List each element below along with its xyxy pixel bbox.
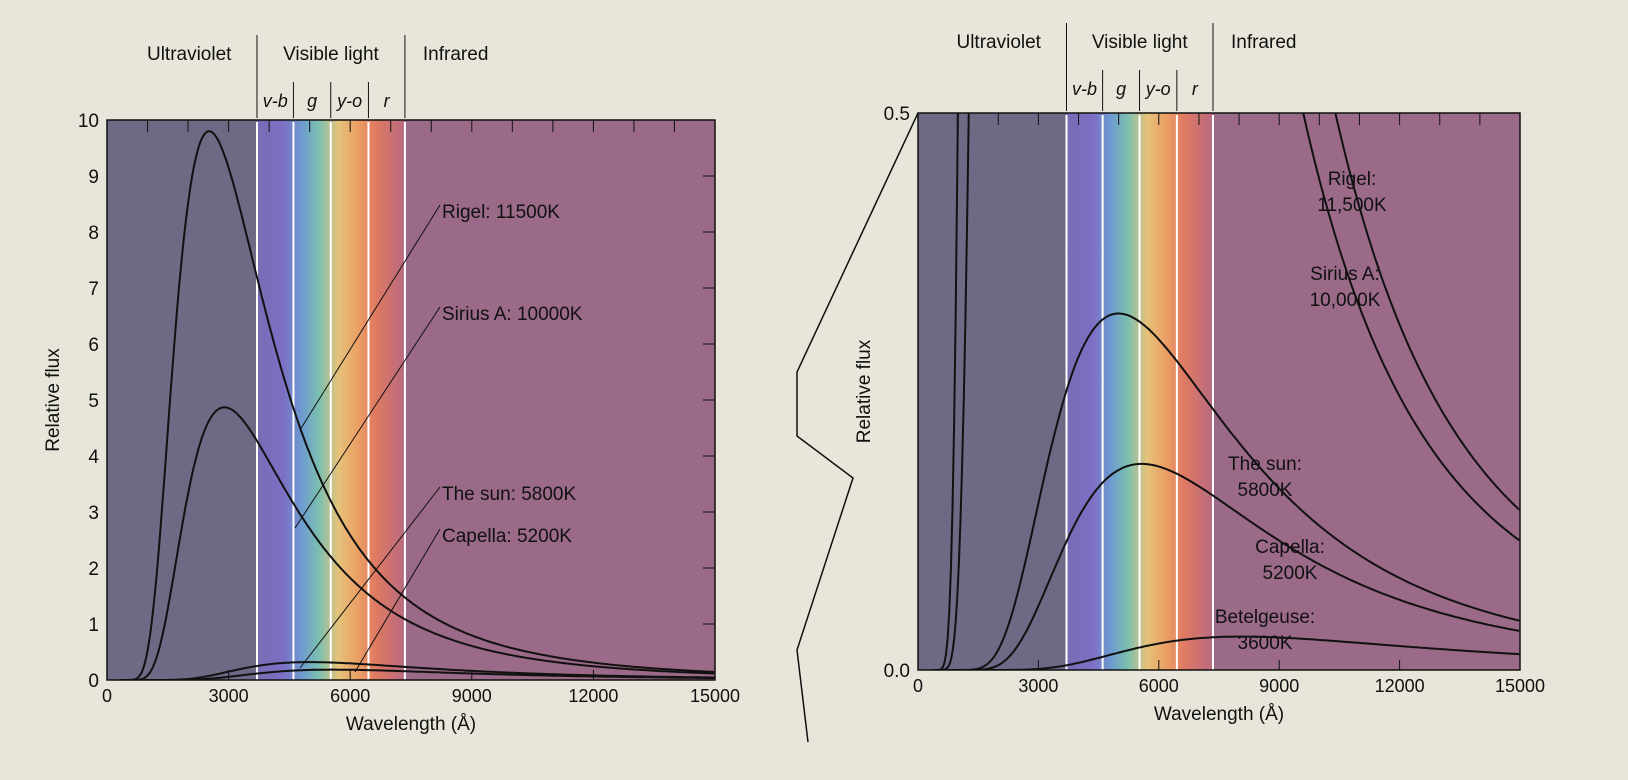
x-tick-label: 12000 xyxy=(1375,676,1425,696)
region-label: Infrared xyxy=(423,44,488,65)
y-axis-label: Relative flux xyxy=(854,339,875,443)
y-tick-label: 3 xyxy=(88,503,99,524)
x-axis-label: Wavelength (Å) xyxy=(346,714,476,735)
x-tick-label: 15000 xyxy=(1495,676,1545,696)
y-tick-label: 5 xyxy=(88,391,99,412)
region-label: Visible light xyxy=(1092,32,1188,53)
x-tick-label: 0 xyxy=(102,686,112,706)
series-label: Betelgeuse: xyxy=(1215,607,1315,628)
chart-2: Ultraviolet Visible light Infrared v-b g y-o r… xyxy=(854,23,1545,725)
band-label: g xyxy=(1116,79,1126,99)
series-line xyxy=(930,113,1520,670)
series-label: Capella: 5200K xyxy=(442,526,572,547)
chart-1: Ultraviolet Visible light Infrared v-b g y-o r… xyxy=(43,35,740,735)
x-tick-label: 3000 xyxy=(1018,676,1058,696)
series-label: Capella: xyxy=(1255,537,1325,558)
series-label-temp: 5800K xyxy=(1238,480,1293,501)
series-label: The sun: 5800K xyxy=(442,484,576,505)
x-tick-label: 9000 xyxy=(1259,676,1299,696)
x-tick-label: 3000 xyxy=(209,686,249,706)
series-line xyxy=(930,113,1520,670)
y-tick-label: 4 xyxy=(88,447,99,468)
series-label: The sun: xyxy=(1228,454,1302,475)
leader-line xyxy=(294,306,441,529)
series-label-temp: 5200K xyxy=(1263,563,1318,584)
infrared-region xyxy=(1212,113,1520,670)
x-axis-label: Wavelength (Å) xyxy=(1154,704,1284,725)
series-label: Rigel: xyxy=(1328,169,1377,190)
band-label: y-o xyxy=(1144,79,1171,99)
region-label: Ultraviolet xyxy=(956,32,1041,53)
y-tick-label: 6 xyxy=(88,335,99,356)
zoom-wedge xyxy=(796,112,919,743)
y-axis-label: Relative flux xyxy=(43,348,64,452)
region-label: Ultraviolet xyxy=(147,44,232,65)
y-tick-label: 7 xyxy=(88,279,99,300)
band-label: r xyxy=(1192,79,1199,99)
series-label: Sirius A: 10000K xyxy=(442,304,583,325)
region-label: Infrared xyxy=(1231,32,1296,53)
y-tick-label: 0 xyxy=(88,671,99,692)
band-label: g xyxy=(307,91,317,111)
x-tick-label: 6000 xyxy=(330,686,370,706)
series-line xyxy=(119,130,715,680)
ultraviolet-region xyxy=(107,120,257,680)
y-tick-label: 2 xyxy=(88,559,99,580)
y-tick-label: 0.5 xyxy=(884,104,910,125)
series-line xyxy=(119,406,715,680)
leader-line xyxy=(299,486,441,669)
series-label: Rigel: 11500K xyxy=(442,202,560,223)
band-label: r xyxy=(384,91,391,111)
series-line xyxy=(119,668,715,680)
series-line xyxy=(930,635,1520,670)
leader-line xyxy=(299,204,441,431)
plot-frame xyxy=(917,112,1521,671)
y-tick-label: 10 xyxy=(78,111,99,132)
y-tick-label: 0.0 xyxy=(884,661,910,682)
band-label: y-o xyxy=(335,91,362,111)
series-label-temp: 11,500K xyxy=(1317,195,1387,216)
y-tick-label: 8 xyxy=(88,223,99,244)
ultraviolet-region xyxy=(918,113,1067,670)
x-tick-label: 9000 xyxy=(452,686,492,706)
series-line xyxy=(930,462,1520,670)
infrared-region xyxy=(404,120,715,680)
leader-line xyxy=(354,528,441,673)
series-label-temp: 3600K xyxy=(1238,633,1293,654)
x-tick-label: 12000 xyxy=(568,686,618,706)
x-tick-label: 0 xyxy=(913,676,923,696)
x-tick-label: 15000 xyxy=(690,686,740,706)
region-label: Visible light xyxy=(283,44,379,65)
series-label-temp: 10,000K xyxy=(1310,290,1381,311)
y-tick-label: 1 xyxy=(88,615,99,636)
series-line xyxy=(930,312,1520,670)
band-label: v-b xyxy=(263,91,288,111)
x-tick-label: 6000 xyxy=(1139,676,1179,696)
y-tick-label: 9 xyxy=(88,167,99,188)
band-label: v-b xyxy=(1072,79,1097,99)
series-label: Sirius A: xyxy=(1310,264,1380,285)
